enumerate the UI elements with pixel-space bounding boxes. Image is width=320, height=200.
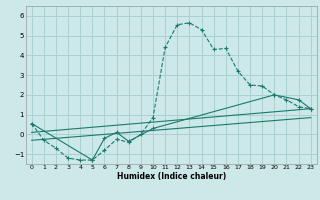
X-axis label: Humidex (Indice chaleur): Humidex (Indice chaleur) bbox=[116, 172, 226, 181]
